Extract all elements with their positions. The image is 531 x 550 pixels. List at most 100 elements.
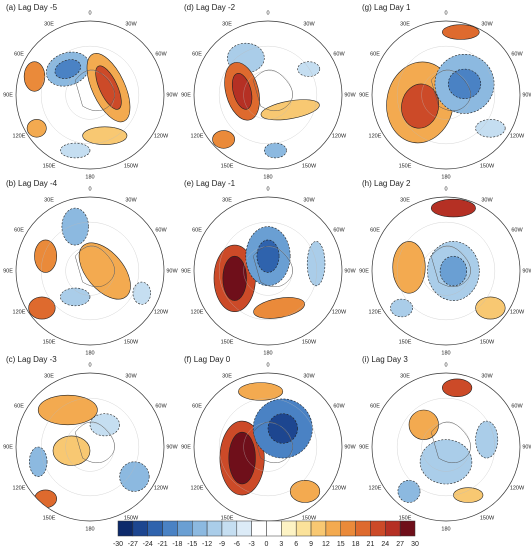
colorbar-cell: [132, 520, 148, 537]
longitude-label: 0: [266, 362, 269, 368]
longitude-label: 60E: [192, 227, 202, 233]
longitude-label: 150E: [399, 515, 412, 521]
longitude-label: 120E: [191, 485, 204, 491]
map-panel: [194, 21, 342, 169]
anomaly-region: [475, 296, 506, 320]
panel-title: (h) Lag Day 2: [362, 179, 411, 188]
longitude-label: 0: [444, 10, 447, 16]
longitude-label: 0: [444, 186, 447, 192]
colorbar-tick-label: -6: [234, 541, 240, 548]
panel-title: (c) Lag Day -3: [6, 355, 57, 364]
longitude-label: 30W: [481, 21, 493, 27]
longitude-label: 150W: [480, 163, 495, 169]
anomaly-region: [54, 59, 81, 79]
longitude-label: 120W: [510, 133, 525, 139]
longitude-label: 90W: [344, 268, 356, 274]
map-border: [371, 372, 521, 522]
longitude-label: 90E: [359, 444, 369, 450]
anomaly-region: [260, 99, 320, 121]
latitude-circle: [397, 46, 495, 144]
coastline: [74, 421, 115, 464]
coastline: [252, 245, 293, 288]
colorbar-tick-label: 9: [309, 541, 313, 548]
anomaly-region: [61, 207, 89, 246]
longitude-label: 60W: [333, 51, 345, 57]
longitude-label: 180: [85, 174, 94, 180]
coastline: [252, 421, 293, 464]
anomaly-region: [34, 489, 58, 508]
longitude-label: 150E: [221, 339, 234, 345]
anomaly-region: [430, 198, 476, 218]
longitude-label: 60E: [370, 227, 380, 233]
anomaly-region: [78, 242, 131, 300]
colorbar-tick-label: 27: [396, 541, 404, 548]
longitude-label: 150E: [221, 163, 234, 169]
colorbar-tick-label: 12: [322, 541, 330, 548]
longitude-label: 180: [263, 350, 272, 356]
longitude-label: 150E: [43, 163, 56, 169]
longitude-label: 30E: [400, 373, 410, 379]
anomaly-region: [60, 287, 91, 307]
anomaly-region: [119, 461, 150, 492]
longitude-label: 60E: [192, 51, 202, 57]
longitude-label: 60E: [14, 227, 24, 233]
longitude-label: 120E: [191, 309, 204, 315]
latitude-circle: [219, 398, 317, 496]
anomaly-region: [289, 479, 321, 503]
colorbar-tick-label: -27: [128, 541, 138, 548]
colorbar-cell: [281, 520, 297, 537]
panel-title: (d) Lag Day -2: [184, 3, 236, 12]
longitude-label: 120W: [332, 309, 347, 315]
latitude-circle: [219, 46, 317, 144]
coastline: [252, 69, 293, 112]
map-panel: [372, 373, 520, 521]
latitude-circle: [219, 222, 317, 320]
colorbar-cell: [370, 520, 386, 537]
anomaly-region: [52, 435, 91, 466]
longitude-label: 60E: [370, 51, 380, 57]
longitude-label: 90W: [522, 92, 531, 98]
anomaly-region: [238, 382, 284, 401]
longitude-label: 30E: [44, 373, 54, 379]
longitude-label: 30W: [481, 197, 493, 203]
longitude-label: 150W: [480, 339, 495, 345]
latitude-circle: [41, 222, 139, 320]
longitude-label: 90W: [522, 444, 531, 450]
anomaly-region: [132, 281, 151, 305]
anomaly-region: [37, 394, 98, 426]
colorbar-tick-label: 24: [381, 541, 389, 548]
panel-title: (f) Lag Day 0: [184, 355, 231, 364]
longitude-label: 120E: [13, 485, 26, 491]
longitude-label: 60E: [370, 403, 380, 409]
coastline: [74, 245, 115, 288]
anomaly-region: [297, 61, 321, 77]
anomaly-region: [475, 420, 499, 459]
longitude-label: 150E: [399, 163, 412, 169]
anomaly-region: [442, 378, 473, 397]
longitude-label: 90E: [181, 444, 191, 450]
map-border: [15, 196, 165, 346]
anomaly-region: [453, 487, 484, 503]
longitude-label: 60W: [155, 227, 167, 233]
longitude-label: 150W: [302, 515, 317, 521]
longitude-label: 150W: [124, 339, 139, 345]
longitude-label: 60W: [511, 51, 523, 57]
longitude-label: 30E: [222, 21, 232, 27]
longitude-label: 60E: [192, 403, 202, 409]
coastline: [74, 69, 115, 112]
colorbar-cell: [340, 520, 356, 537]
longitude-label: 120W: [332, 485, 347, 491]
map-panel: [372, 197, 520, 345]
anomaly-region: [447, 68, 482, 99]
longitude-label: 90W: [166, 444, 178, 450]
panel-title: (b) Lag Day -4: [6, 179, 58, 188]
colorbar-tick-label: -3: [249, 541, 255, 548]
anomaly-region: [263, 142, 287, 159]
colorbar-cell: [177, 520, 193, 537]
colorbar-cell: [325, 520, 341, 537]
anomaly-region: [95, 65, 122, 110]
longitude-label: 90W: [166, 268, 178, 274]
map-panel: [194, 197, 342, 345]
longitude-label: 0: [88, 362, 91, 368]
longitude-label: 30W: [125, 197, 137, 203]
